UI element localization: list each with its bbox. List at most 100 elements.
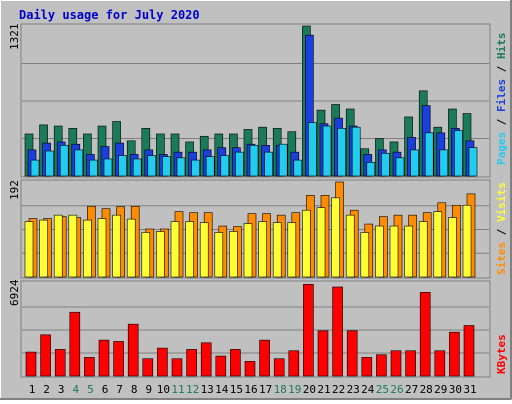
sites-bar-day-18	[272, 222, 282, 278]
x-label-day-15: 15	[230, 383, 243, 396]
x-label-day-18: 18	[274, 383, 287, 396]
sites-bar-day-17	[258, 221, 267, 278]
x-label-day-11: 11	[171, 383, 184, 396]
kbytes-bar-day-7	[113, 341, 124, 377]
x-label-day-30: 30	[449, 383, 462, 396]
pages-bar-day-23	[351, 126, 361, 177]
sites-bar-day-29	[433, 211, 443, 278]
sites-bar-day-1	[24, 221, 34, 278]
sites-bar-day-19	[287, 222, 297, 278]
kbytes-bar-day-26	[390, 350, 402, 377]
pages-bar-day-28	[424, 132, 434, 177]
pages-bar-day-5	[89, 159, 98, 177]
kbytes-bar-day-10	[157, 347, 168, 377]
x-label-day-4: 4	[72, 383, 79, 396]
sites-bar-day-3	[53, 214, 63, 278]
legend-visits: Visits	[495, 182, 508, 222]
x-label-day-1: 1	[29, 383, 36, 396]
kbytes-bar-day-17	[259, 339, 270, 377]
pages-bar-day-19	[293, 159, 303, 177]
x-label-day-17: 17	[259, 383, 272, 396]
sites-bar-day-21	[316, 207, 326, 278]
kbytes-bar-day-28	[419, 291, 431, 377]
sites-bar-day-24	[360, 232, 370, 278]
visits-legend: Sites / Visits	[495, 182, 508, 275]
kbytes-bar-day-8	[127, 323, 139, 377]
kbytes-bar-day-29	[434, 350, 446, 377]
x-label-day-12: 12	[186, 383, 199, 396]
sites-bar-day-13	[199, 222, 209, 278]
legend-sep-3: /	[495, 222, 508, 242]
pages-bar-day-9	[147, 155, 157, 177]
kbytes-bar-day-4	[69, 311, 81, 377]
x-label-day-14: 14	[215, 383, 229, 396]
sites-bar-day-30	[448, 217, 457, 278]
sites-bar-day-8	[126, 218, 136, 278]
x-label-day-7: 7	[116, 383, 123, 396]
legend-pages: Pages	[495, 132, 508, 165]
x-label-day-19: 19	[288, 383, 301, 396]
kbytes-bar-day-11	[171, 358, 183, 377]
pages-bar-day-26	[395, 157, 405, 177]
kbytes-bar-day-31	[463, 325, 475, 377]
kbytes-bar-day-19	[288, 350, 300, 377]
kbytes-bar-day-20	[303, 284, 314, 377]
x-label-day-21: 21	[317, 383, 330, 396]
pages-bar-day-13	[205, 156, 215, 177]
kbytes-bar-day-13	[200, 342, 212, 377]
kbytes-bar-day-21	[317, 330, 329, 377]
x-label-day-20: 20	[303, 383, 316, 396]
kbytes-bar-day-24	[361, 357, 373, 377]
pages-bar-day-14	[220, 155, 230, 177]
legend-hits: Hits	[495, 33, 508, 60]
legend-kbytes: KBytes	[495, 334, 508, 374]
legend-sep-2: /	[495, 59, 508, 79]
sites-bar-day-20	[302, 209, 311, 278]
pages-bar-day-31	[468, 147, 478, 177]
pages-bar-day-7	[118, 155, 127, 177]
sites-bar-day-7	[112, 214, 121, 278]
pages-bar-day-12	[191, 159, 200, 177]
sites-bar-day-28	[418, 221, 428, 278]
kbytes-bar-day-9	[142, 358, 154, 377]
pages-bar-day-25	[381, 152, 390, 177]
sites-bar-day-11	[170, 221, 180, 278]
x-label-day-22: 22	[332, 383, 345, 396]
kbytes-bar-day-14	[215, 355, 227, 377]
pages-bar-day-2	[45, 150, 54, 177]
x-label-day-10: 10	[157, 383, 170, 396]
pages-bar-day-22	[337, 128, 346, 177]
sites-bar-day-6	[97, 218, 107, 278]
x-axis-labels: 1 2 3 4 5 6 7 8 9 10 11 12 13 14 15 16 17 18 19 20 21 22 23 24 2…	[29, 383, 477, 396]
pages-bar-day-11	[176, 157, 186, 177]
pages-bar-day-16	[249, 145, 259, 177]
pages-bar-day-17	[264, 151, 273, 177]
x-label-day-23: 23	[347, 383, 360, 396]
sites-bar-day-2	[39, 219, 48, 278]
sites-bar-day-27	[404, 225, 413, 278]
pages-bar-day-30	[454, 130, 463, 177]
kbytes-bar-day-27	[405, 350, 416, 377]
pages-bar-day-8	[132, 158, 142, 177]
x-label-day-27: 27	[405, 383, 418, 396]
kbytes-bar-day-2	[40, 334, 51, 377]
sites-bar-day-12	[185, 221, 194, 278]
sites-bar-day-31	[462, 204, 472, 278]
kbytes-bar-day-22	[332, 286, 343, 377]
kbytes-bar-day-18	[273, 358, 285, 377]
x-label-day-13: 13	[201, 383, 214, 396]
legend-sites: Sites	[495, 242, 508, 275]
kbytes-bar-day-6	[98, 339, 110, 377]
kbytes-bar-day-3	[54, 349, 66, 377]
sites-bar-day-23	[345, 214, 355, 278]
legend-sep-1: /	[495, 112, 508, 132]
sites-bar-day-22	[331, 197, 340, 278]
x-label-day-5: 5	[87, 383, 94, 396]
pages-bar-day-29	[439, 149, 449, 177]
pages-bar-day-21	[322, 125, 332, 177]
sites-bar-day-16	[243, 223, 253, 278]
pages-bar-day-15	[235, 151, 244, 177]
pages-bar-day-24	[366, 162, 376, 177]
